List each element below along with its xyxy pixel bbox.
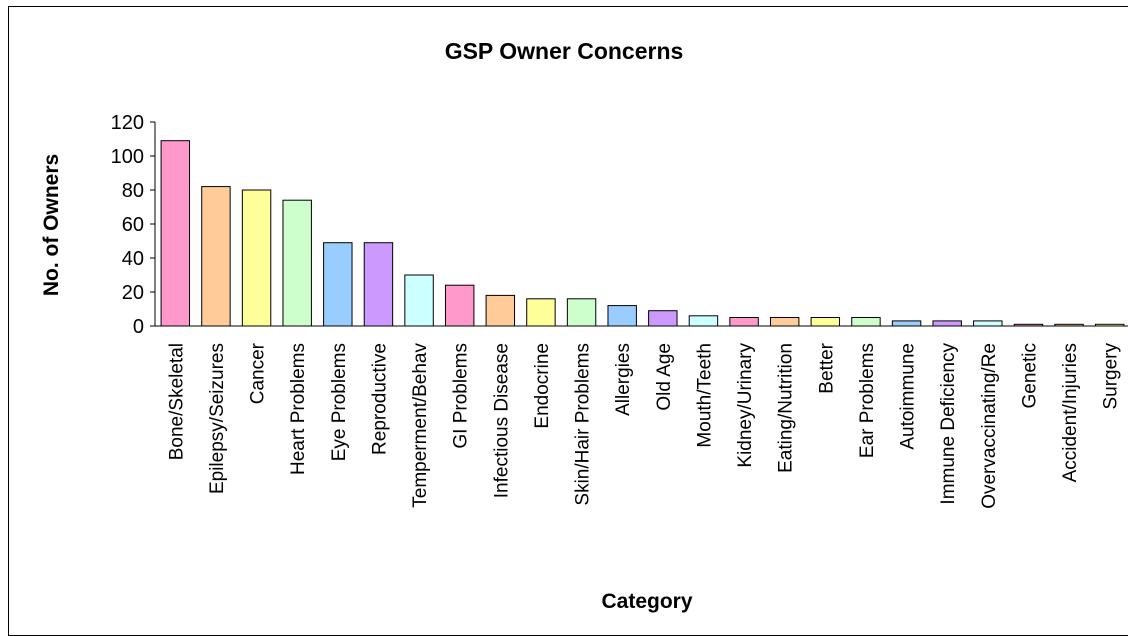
x-category-label: Autoimmune (898, 343, 919, 450)
bar (648, 310, 678, 327)
x-axis-title: Category (601, 590, 692, 613)
y-axis: 0 20 40 60 80 100 120 (111, 112, 156, 338)
y-tick-label: 60 (122, 214, 144, 236)
bar (891, 320, 922, 327)
bar (323, 242, 353, 327)
x-category-label: Eating/Nutrition (776, 343, 797, 473)
x-category-label: Epilepsy/Seizures (207, 343, 228, 494)
bar (485, 294, 516, 327)
chart-title: GSP Owner Concerns (445, 38, 684, 64)
x-category-label: Skin/Hair Problems (573, 343, 594, 506)
x-category-label: Temperment/Behav (410, 343, 431, 508)
x-category-label: Kidney/Urinary (735, 343, 756, 468)
y-tick-label: 80 (122, 180, 144, 202)
x-category-label: GI Problems (451, 343, 472, 449)
bar (404, 274, 434, 327)
x-category-label: Genetic (1019, 343, 1040, 408)
bar (729, 317, 759, 327)
bar (607, 305, 637, 327)
y-tick-label: 100 (111, 146, 144, 168)
y-tick-label: 20 (122, 282, 144, 304)
y-tick-label: 120 (111, 112, 144, 134)
x-category-label: Endocrine (532, 343, 553, 429)
y-tick-label: 0 (133, 316, 144, 338)
bar (769, 317, 800, 327)
x-category-label: Allergies (613, 343, 634, 416)
x-category-label: Bone/Skeletal (166, 343, 187, 460)
x-category-label: Cancer (248, 342, 269, 404)
y-tick-label: 40 (122, 248, 144, 270)
bar (444, 284, 475, 327)
x-category-label: Overvaccinating/Re (979, 343, 1000, 509)
chart-frame: GSP Owner Concerns No. of Owners Categor… (8, 6, 1128, 636)
x-category-label: Better (816, 342, 837, 393)
x-category-label: Surgery (1101, 343, 1122, 410)
bar (566, 298, 597, 327)
x-category-label: Immune Deficiency (938, 343, 959, 505)
bar (851, 317, 881, 327)
x-category-label: Old Age (654, 343, 675, 411)
x-category-label: Eye Problems (329, 343, 350, 461)
bar (688, 315, 719, 327)
x-category-label: Accident/Injuries (1060, 343, 1081, 482)
bar (363, 242, 394, 327)
x-category-label: Mouth/Teeth (694, 343, 715, 448)
y-axis-title: No. of Owners (40, 154, 63, 296)
bar (932, 320, 962, 327)
bar (282, 199, 312, 327)
x-category-label: Ear Problems (857, 343, 878, 458)
bar-chart: GSP Owner Concerns No. of Owners Categor… (40, 38, 1128, 613)
bar (526, 298, 556, 327)
bar (810, 317, 841, 327)
bar (201, 186, 231, 327)
x-category-label: Reproductive (369, 343, 390, 455)
bar (160, 140, 191, 327)
x-category-label: Heart Problems (288, 343, 309, 475)
bar (241, 189, 272, 327)
x-axis: Bone/Skeletal Epilepsy/Seizures Cancer Hear… (155, 325, 1128, 509)
bar (973, 320, 1003, 327)
bar-series (160, 140, 1125, 327)
x-category-label: Infectious Disease (491, 343, 512, 498)
